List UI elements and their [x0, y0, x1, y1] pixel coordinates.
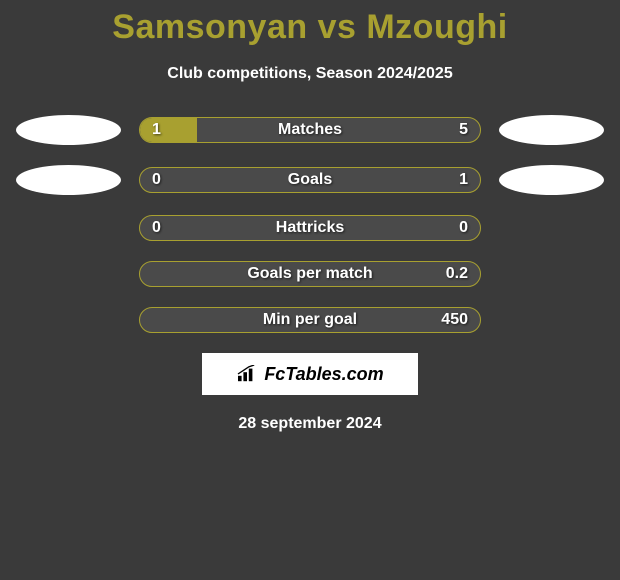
bar-fill-left [140, 118, 197, 142]
stat-right-value: 450 [441, 311, 468, 329]
date-label: 28 september 2024 [0, 415, 620, 433]
stat-label: Hattricks [276, 219, 344, 237]
stat-bar: 0 Goals 1 [139, 167, 481, 193]
stat-right-value: 5 [459, 121, 468, 139]
stat-bar: 1 Matches 5 [139, 117, 481, 143]
stat-bar: Goals per match 0.2 [139, 261, 481, 287]
stat-label: Goals [288, 171, 332, 189]
stat-label: Matches [278, 121, 342, 139]
stat-label: Min per goal [263, 311, 357, 329]
logo-text: FcTables.com [264, 364, 383, 385]
subtitle: Club competitions, Season 2024/2025 [0, 65, 620, 83]
logo-box: FcTables.com [202, 353, 418, 395]
comparison-row: 1 Matches 5 [0, 115, 620, 145]
comparison-rows: 1 Matches 5 0 Goals 1 0 Hattricks 0 Goals per mat… [0, 115, 620, 333]
stat-bar: 0 Hattricks 0 [139, 215, 481, 241]
stat-right-value: 0 [459, 219, 468, 237]
stat-right-value: 1 [459, 171, 468, 189]
player-right-marker [499, 165, 604, 195]
player-left-marker [16, 165, 121, 195]
chart-icon [236, 365, 258, 383]
comparison-row: Goals per match 0.2 [0, 261, 620, 287]
stat-right-value: 0.2 [446, 265, 468, 283]
player-left-marker [16, 115, 121, 145]
player-right-marker [499, 115, 604, 145]
stat-left-value: 0 [152, 219, 161, 237]
stat-left-value: 0 [152, 171, 161, 189]
stat-left-value: 1 [152, 121, 161, 139]
comparison-row: Min per goal 450 [0, 307, 620, 333]
stat-label: Goals per match [247, 265, 372, 283]
page-title: Samsonyan vs Mzoughi [0, 0, 620, 47]
comparison-row: 0 Hattricks 0 [0, 215, 620, 241]
stat-bar: Min per goal 450 [139, 307, 481, 333]
comparison-row: 0 Goals 1 [0, 165, 620, 195]
